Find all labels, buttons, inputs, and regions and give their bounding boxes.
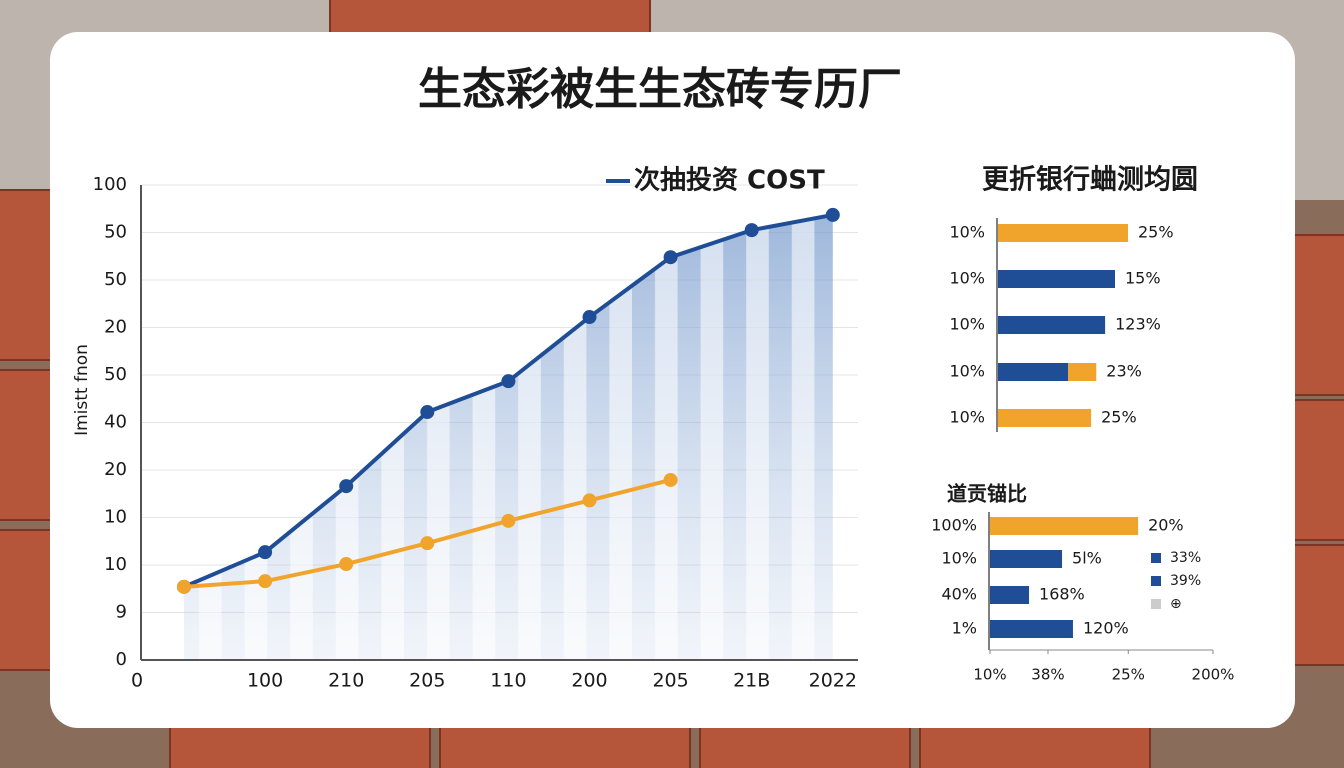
point [339,557,354,572]
y-tick-label: 50 [104,222,127,243]
chart-title: 道贡锚比 [947,482,1027,506]
y-axis-label: Imistt fnon [72,344,92,436]
category-label: 10% [949,269,985,288]
x-tick-label: 38% [1031,666,1064,684]
bar [990,550,1063,568]
point [501,513,516,528]
point [825,207,840,222]
point [744,223,759,238]
category-label: 40% [941,585,977,604]
point [420,405,435,420]
point [258,545,273,560]
point [582,493,597,508]
page-title: 生态彩被生生态砖专历厂 [418,64,902,115]
y-tick-label: 9 [116,602,127,623]
x-tick-label: 10% [973,666,1006,684]
category-label: 1% [952,619,977,638]
category-label: 100% [931,516,977,535]
y-tick-label: 0 [116,649,127,670]
annotation: 25% [1138,223,1174,242]
legend-label: 33% [1170,550,1201,566]
x-tick-label: 25% [1112,666,1145,684]
x-origin-label: 0 [131,670,143,692]
point [582,310,597,325]
legend-label: 次抽投资 COST [634,166,825,196]
legend-swatch [1151,553,1161,563]
point [177,579,191,594]
category-label: 10% [941,549,977,568]
bar [990,586,1030,604]
bar [1068,363,1097,381]
bar [998,409,1092,427]
annotation: 20% [1148,516,1184,535]
legend-label: 39% [1170,573,1201,589]
y-tick-label: 40 [104,412,127,433]
annotation: 120% [1083,619,1129,638]
annotation: 23% [1106,362,1142,381]
x-tick-label: 21B [733,670,770,692]
bar [998,224,1128,242]
x-tick-label: 205 [409,670,445,692]
annotation: 15% [1125,269,1161,288]
annotation: 25% [1101,408,1137,427]
y-tick-label: 100 [93,174,127,195]
annotation: 5l% [1072,549,1102,568]
bar [998,270,1115,288]
point [501,374,516,389]
y-tick-label: 50 [104,364,127,385]
x-tick-label: 205 [652,670,688,692]
annotation: 168% [1039,585,1085,604]
x-tick-label: 210 [328,670,364,692]
bar [998,316,1106,334]
chart-title: 更折银行蛐测均圆 [982,164,1198,196]
x-tick-label: 110 [490,670,526,692]
y-tick-label: 50 [104,269,127,290]
point [258,574,273,589]
area-stripes [184,214,833,661]
legend-swatch [1151,576,1161,586]
legend-swatch [1151,599,1161,609]
bar [990,620,1073,638]
y-tick-label: 10 [104,507,127,528]
annotation: 123% [1115,315,1161,334]
point [663,472,678,487]
bar [998,363,1069,381]
legend-label: ⊕ [1170,596,1182,612]
category-label: 10% [949,408,985,427]
point [339,479,354,494]
point [420,536,435,551]
y-tick-label: 20 [104,317,127,338]
category-label: 10% [949,362,985,381]
category-label: 10% [949,223,985,242]
category-label: 10% [949,315,985,334]
x-tick-label: 100 [247,670,283,692]
x-tick-label: 200 [571,670,607,692]
y-tick-label: 10 [104,554,127,575]
bar [990,517,1139,535]
point [663,250,678,265]
x-tick-label: 200% [1192,666,1235,684]
y-tick-label: 20 [104,459,127,480]
x-tick-label: 2022 [809,670,857,692]
